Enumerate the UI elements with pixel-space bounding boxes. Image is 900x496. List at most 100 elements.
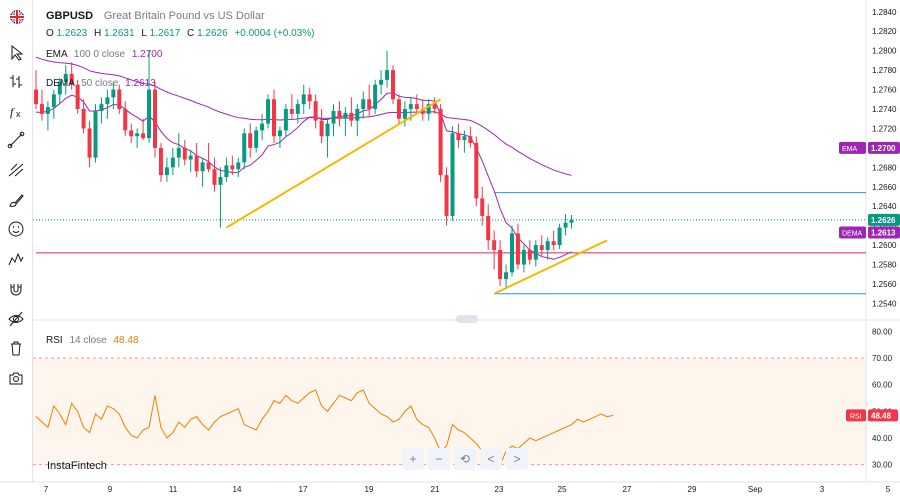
fib-icon[interactable]	[6, 160, 26, 180]
time-tick-label: 11	[169, 485, 178, 494]
candle-body	[194, 155, 199, 172]
ema-params: 100 0 close	[73, 49, 126, 60]
candle-body	[57, 81, 62, 95]
rsi-tag-badge	[846, 409, 866, 422]
dema-params: 50 close	[81, 78, 119, 89]
candle-body	[319, 120, 324, 137]
candle-body	[414, 104, 419, 109]
dema-legend[interactable]: DEMA 50 close 1.2613	[46, 78, 156, 89]
candle-body	[289, 108, 294, 114]
open-value: 1.2623	[56, 28, 88, 39]
cursor-icon[interactable]	[6, 42, 26, 62]
symbol-ticker[interactable]: GBPUSD	[46, 10, 94, 22]
candle-body	[438, 108, 443, 176]
time-tick-label: 19	[365, 485, 374, 494]
candle-body	[111, 89, 116, 98]
rsi-axis-value: 48.48	[871, 411, 892, 420]
bar-type-icon[interactable]	[6, 71, 26, 91]
candle-body	[444, 175, 449, 216]
candle-body	[272, 99, 276, 137]
scroll-right-button[interactable]: >	[506, 448, 528, 470]
scroll-left-button[interactable]: <	[480, 448, 502, 470]
candle-body	[361, 99, 366, 109]
candle-body	[123, 108, 128, 131]
brush-icon[interactable]	[6, 190, 26, 210]
candle-body	[492, 240, 497, 250]
symbol-name: Great Britain Pound vs US Dollar	[103, 10, 265, 22]
rsi-value: 48.48	[113, 335, 139, 346]
price-tick-label: 1.2680	[872, 163, 897, 172]
candle-body	[117, 89, 122, 109]
time-tick-label: 5	[886, 485, 891, 494]
svg-text:x: x	[16, 109, 21, 119]
candle-body	[135, 133, 140, 137]
reset-zoom-button[interactable]: ⟲	[454, 448, 476, 470]
eye-off-icon[interactable]	[6, 309, 26, 329]
zoom-in-button[interactable]: +	[402, 448, 424, 470]
candle-body	[462, 136, 467, 141]
rsi-name: RSI	[46, 335, 63, 346]
trend-line-icon[interactable]	[6, 130, 26, 150]
candle-body	[242, 133, 247, 163]
candle-body	[325, 123, 330, 137]
pane-resize-handle[interactable]	[456, 315, 478, 323]
pattern-icon[interactable]	[6, 249, 26, 269]
rsi-band	[33, 358, 866, 465]
candle-body	[81, 108, 86, 129]
ema-value: 1.2700	[131, 49, 163, 60]
candle-body	[343, 112, 348, 119]
time-tick-label: Sep	[748, 485, 763, 494]
candle-body	[551, 241, 556, 246]
candle-body	[295, 104, 300, 114]
candle-body	[569, 219, 574, 223]
zoom-out-button[interactable]: −	[428, 448, 450, 470]
candle-body	[99, 104, 104, 111]
candle-body	[176, 147, 181, 158]
candle-body	[254, 130, 259, 148]
candle-body	[510, 233, 514, 273]
candle-body	[200, 162, 205, 172]
price-axis-label	[868, 213, 900, 226]
time-tick-label: 7	[44, 485, 49, 494]
candle-body	[39, 104, 44, 114]
ema-legend[interactable]: EMA 100 0 close 1.2700	[46, 49, 162, 60]
candle-body	[34, 89, 38, 105]
price-axis-label	[868, 141, 900, 154]
camera-icon[interactable]	[6, 368, 26, 388]
candle-body	[468, 136, 473, 144]
candle-body	[218, 177, 223, 185]
time-tick-label: 27	[623, 485, 632, 494]
emoji-icon[interactable]	[6, 219, 26, 239]
dema-value: 1.2613	[125, 78, 156, 89]
high-value: 1.2631	[103, 28, 135, 39]
candle-body	[224, 165, 229, 178]
rsi-legend[interactable]: RSI 14 close 48.48	[46, 335, 139, 346]
candle-body	[557, 227, 562, 246]
candle-body	[373, 84, 378, 109]
close-label: C	[187, 28, 195, 39]
trend-line	[493, 239, 608, 295]
price-tick-label: 1.2720	[872, 124, 897, 133]
brand-watermark: InstaFintech	[47, 460, 107, 472]
magnet-icon[interactable]	[6, 279, 26, 299]
price-axis-value: 1.2700	[871, 144, 896, 153]
price-axis-value: 1.2613	[871, 228, 896, 237]
time-tick-label: 21	[431, 485, 440, 494]
time-tick-label: 25	[558, 485, 567, 494]
price-tag-name: DEMA	[842, 230, 863, 237]
candle-body	[206, 162, 211, 170]
close-value: 1.2626	[197, 28, 228, 39]
ohlc-legend: O 1.2623 H 1.2631 L 1.2617 C 1.2626 +0.0…	[46, 28, 315, 39]
ema-line	[35, 56, 572, 176]
price-tick-label: 1.2760	[872, 86, 897, 95]
price-tag-badge	[839, 226, 866, 239]
candle-body	[129, 130, 134, 137]
candle-body	[420, 108, 425, 114]
candle-body	[283, 108, 288, 131]
candle-body	[170, 157, 175, 168]
candle-body	[498, 249, 503, 280]
candle-body	[391, 70, 395, 100]
trash-icon[interactable]	[6, 338, 26, 358]
